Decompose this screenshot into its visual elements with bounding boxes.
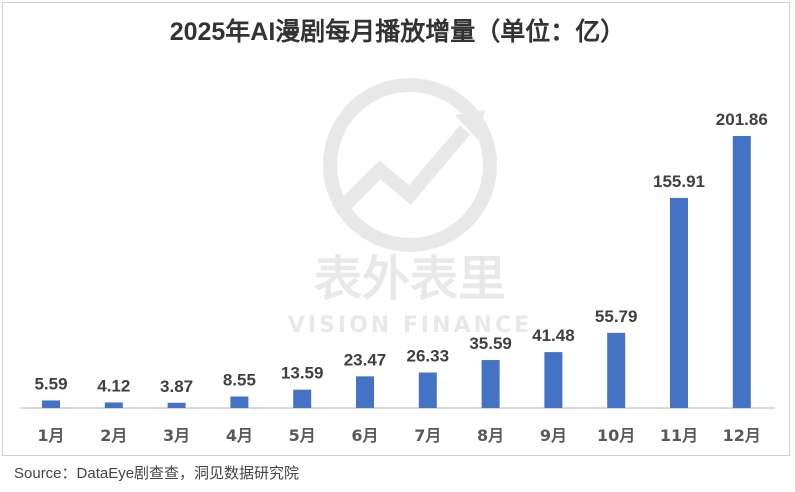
x-tick-label-7: 7月 <box>414 426 441 445</box>
bar-11 <box>670 197 688 408</box>
bar-9 <box>544 352 563 408</box>
bar-10 <box>607 332 626 408</box>
data-label-11: 155.91 <box>653 172 705 191</box>
data-label-4: 8.55 <box>223 370 256 389</box>
svg-text:表外表里: 表外表里 <box>314 251 506 307</box>
bar-12 <box>732 136 751 408</box>
x-tick-label-12: 12月 <box>723 426 761 445</box>
bar-2 <box>104 402 123 408</box>
bar-8 <box>481 360 500 408</box>
data-label-6: 23.47 <box>344 350 387 369</box>
data-label-2: 4.12 <box>97 376 130 395</box>
chart-title: 2025年AI漫剧每月播放增量（单位：亿） <box>169 18 626 46</box>
data-label-9: 41.48 <box>532 326 575 345</box>
x-tick-label-9: 9月 <box>540 426 567 445</box>
chart-frame <box>2 2 790 456</box>
x-tick-label-5: 5月 <box>289 426 316 445</box>
x-tick-label-1: 1月 <box>37 426 64 445</box>
data-label-10: 55.79 <box>595 307 638 326</box>
data-label-12: 201.86 <box>716 110 768 129</box>
bar-5 <box>293 389 312 408</box>
bar-3 <box>167 402 186 408</box>
x-tick-label-10: 10月 <box>597 426 635 445</box>
bar-7 <box>418 372 437 408</box>
bar-6 <box>356 376 374 408</box>
x-tick-label-11: 11月 <box>660 426 698 445</box>
bar-4 <box>230 396 249 408</box>
data-label-1: 5.59 <box>34 374 67 393</box>
data-label-3: 3.87 <box>160 377 193 396</box>
x-tick-label-8: 8月 <box>477 426 504 445</box>
source-note: Source：DataEye剧查查，洞见数据研究院 <box>14 465 300 482</box>
x-tick-label-2: 2月 <box>100 426 127 445</box>
x-tick-label-4: 4月 <box>226 426 253 445</box>
data-label-5: 13.59 <box>281 364 324 383</box>
x-tick-label-3: 3月 <box>163 426 190 445</box>
data-label-7: 26.33 <box>407 347 450 366</box>
data-label-8: 35.59 <box>469 334 512 353</box>
watermark-logo: 表外表里 VISION FINANCE <box>288 78 532 338</box>
x-tick-label-6: 6月 <box>351 426 378 445</box>
bar-1 <box>42 400 60 408</box>
svg-text:VISION FINANCE: VISION FINANCE <box>288 313 532 338</box>
